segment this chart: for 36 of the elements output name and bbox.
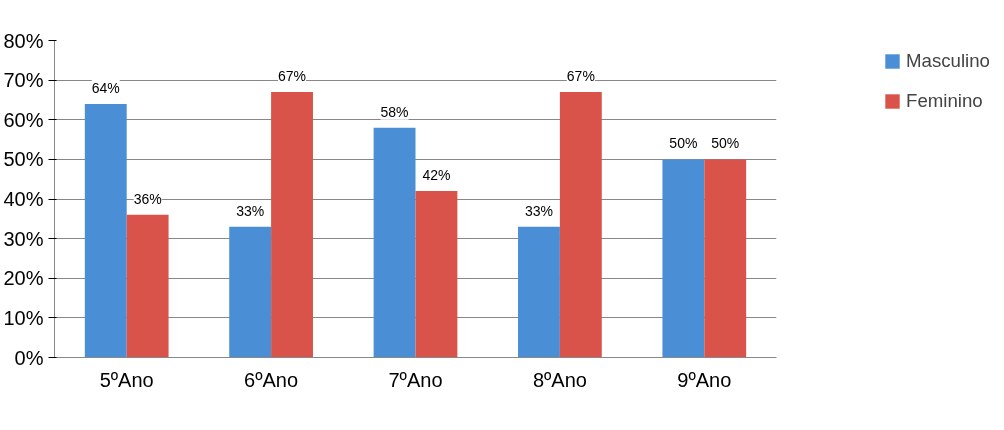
- bar: [415, 191, 458, 358]
- y-tick-label: 40%: [3, 188, 44, 210]
- legend-label: Feminino: [906, 90, 983, 112]
- data-label: 58%: [380, 103, 409, 120]
- bar: [662, 159, 705, 358]
- y-tick-label: 10%: [3, 306, 44, 329]
- data-label: 33%: [524, 202, 553, 219]
- x-tick-label: 7ºAno: [388, 368, 443, 391]
- data-label: 64%: [91, 79, 120, 96]
- bar: [126, 214, 169, 358]
- x-tick-label: 8ºAno: [532, 368, 587, 391]
- data-label: 67%: [566, 68, 595, 85]
- bar: [84, 103, 127, 358]
- y-tick-label: 60%: [3, 108, 44, 131]
- x-tick-label: 5ºAno: [99, 368, 154, 391]
- y-tick-label: 20%: [3, 267, 44, 290]
- bar: [559, 92, 602, 358]
- data-label: 67%: [278, 68, 307, 85]
- bar: [518, 226, 560, 358]
- bar: [229, 226, 272, 358]
- bar: [373, 127, 416, 358]
- y-tick-label: 30%: [3, 227, 44, 250]
- bar: [704, 159, 747, 358]
- y-tick-label: 80%: [3, 29, 44, 52]
- x-tick-label: 6ºAno: [244, 368, 299, 391]
- legend-label: Masculino: [906, 50, 990, 72]
- x-tick-label: 9ºAno: [677, 368, 732, 391]
- data-label: 50%: [669, 135, 698, 152]
- bar: [271, 92, 313, 358]
- y-tick-label: 0%: [14, 346, 44, 369]
- data-label: 50%: [711, 135, 740, 152]
- y-tick-label: 70%: [3, 69, 44, 92]
- data-label: 36%: [133, 190, 162, 207]
- data-label: 33%: [236, 202, 265, 219]
- y-tick-label: 50%: [3, 148, 44, 171]
- data-label: 42%: [422, 167, 451, 184]
